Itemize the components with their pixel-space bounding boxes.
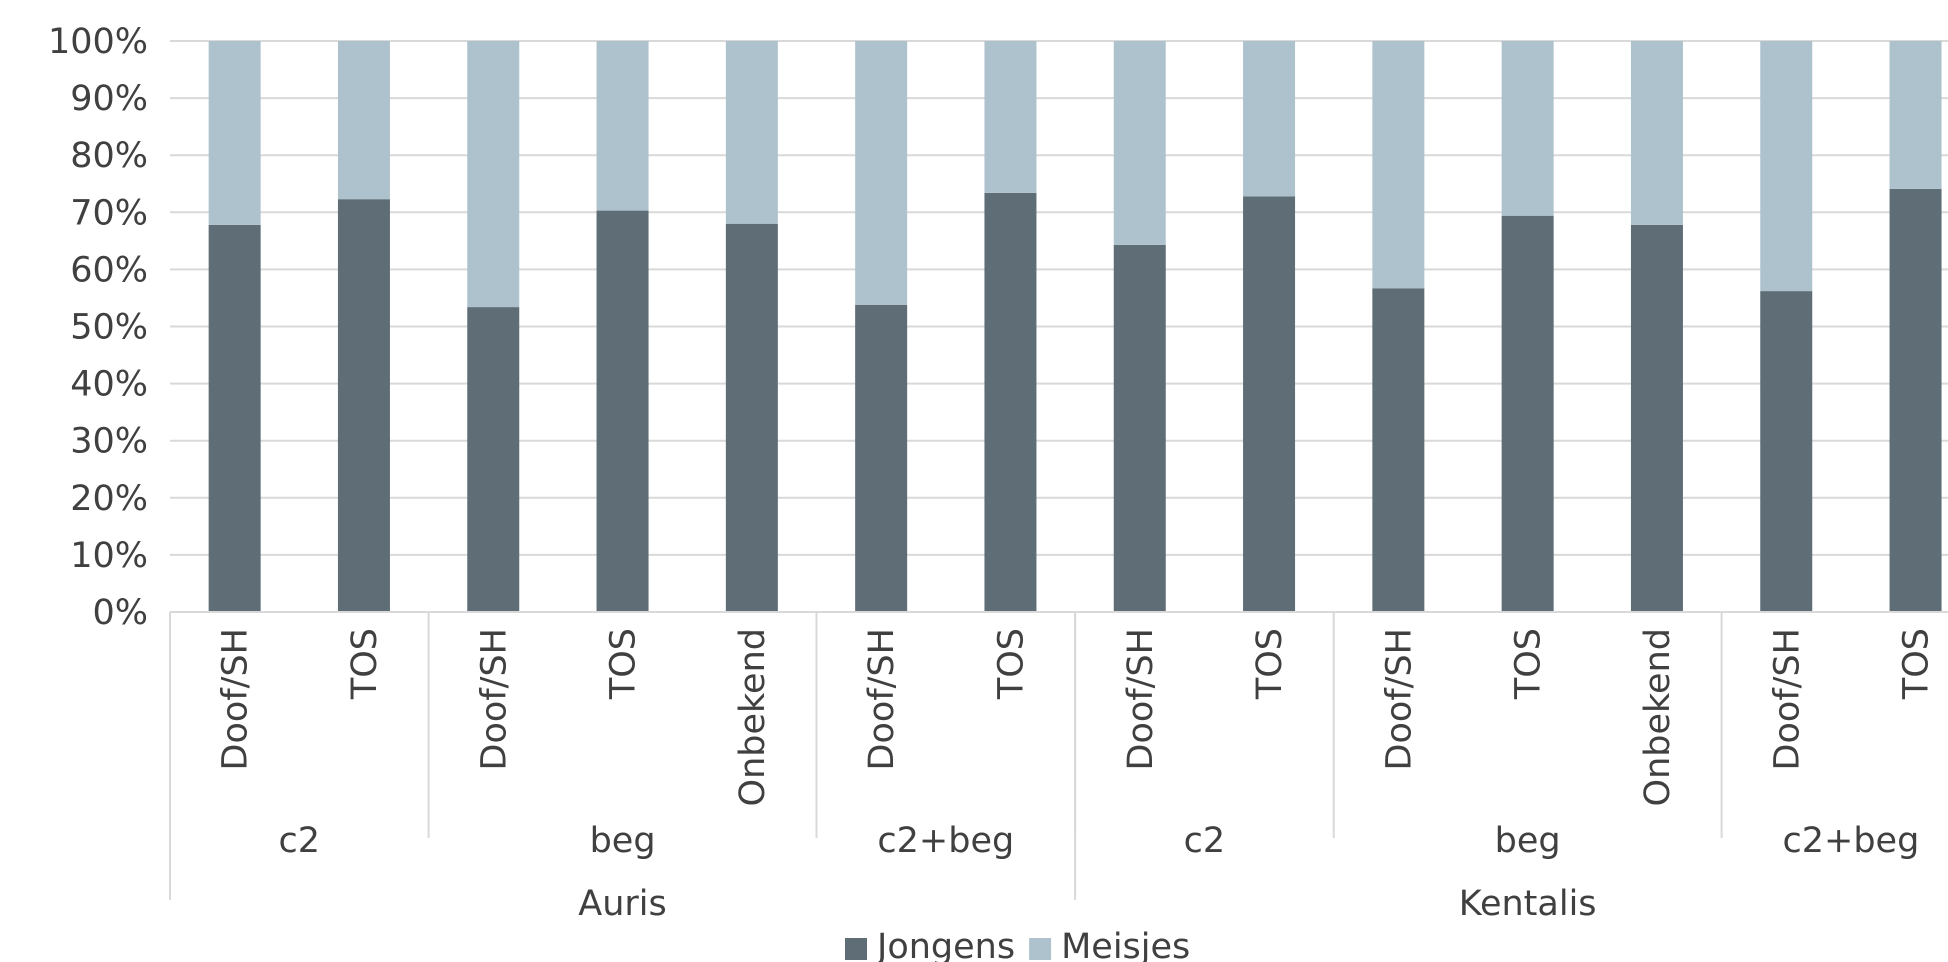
bar-jongens-3 [596, 210, 649, 612]
bar-meisjes-4 [725, 41, 778, 224]
bar-jongens-5 [855, 304, 908, 612]
legend-swatch-jongens [845, 938, 867, 960]
legend: Jongens Meisjes [845, 927, 1190, 962]
y-tick-label: 20% [70, 479, 148, 519]
legend-swatch-meisjes [1029, 938, 1052, 960]
category-label: Doof/SH [474, 628, 514, 770]
bar-meisjes-7 [1113, 41, 1166, 245]
bar-jongens-11 [1630, 224, 1683, 612]
bar-meisjes-3 [596, 41, 649, 211]
legend-label-meisjes: Meisjes [1061, 927, 1190, 962]
y-tick-label: 100% [48, 22, 148, 62]
bar-meisjes-9 [1372, 41, 1425, 289]
bar-jongens-9 [1372, 288, 1425, 612]
bar-jongens-8 [1243, 196, 1296, 612]
category-label: Doof/SH [216, 628, 256, 770]
bar-meisjes-13 [1889, 41, 1942, 189]
y-tick-label: 90% [70, 79, 148, 119]
bar-meisjes-5 [855, 41, 908, 305]
y-tick-label: 50% [70, 308, 148, 348]
bar-jongens-7 [1113, 244, 1166, 613]
y-tick-label: 10% [70, 536, 148, 576]
bar-jongens-6 [984, 192, 1037, 613]
category-label: TOS [991, 628, 1031, 700]
subgroup-label: c2+beg [877, 821, 1014, 861]
category-label: Onbekend [733, 628, 773, 806]
bar-jongens-0 [208, 224, 261, 612]
bar-meisjes-6 [984, 41, 1037, 193]
bar-jongens-1 [337, 199, 390, 613]
bar-jongens-13 [1889, 188, 1942, 612]
category-label: TOS [1509, 628, 1549, 700]
bar-jongens-2 [467, 307, 520, 612]
category-label: Doof/SH [862, 628, 902, 770]
category-label: TOS [604, 628, 644, 700]
y-tick-label: 70% [70, 193, 148, 233]
y-tick-label: 80% [70, 136, 148, 176]
category-label: TOS [1250, 628, 1290, 700]
x-axis-group-labels: Auris Kentalis [578, 884, 1596, 924]
x-axis [169, 611, 1948, 900]
subgroup-label: c2 [279, 821, 321, 861]
y-axis-tick-labels: 0% 10% 20% 30% 40% 50% 60% 70% 80% 90% 100% [48, 22, 148, 633]
x-axis-category-labels: Doof/SH TOS Doof/SH TOS Onbekend Doof/SH TOS Do… [216, 628, 1937, 806]
subgroup-label: c2+beg [1782, 821, 1919, 861]
x-axis-subgroup-labels: c2 beg c2+beg c2 beg c2+beg [279, 821, 1920, 861]
bar-meisjes-12 [1760, 41, 1813, 292]
bar-jongens-4 [725, 223, 778, 612]
bar-jongens-12 [1760, 291, 1813, 612]
bar-meisjes-2 [467, 41, 520, 308]
category-label: TOS [345, 628, 385, 700]
category-label: TOS [1897, 628, 1937, 700]
group-label: Auris [578, 884, 666, 924]
bar-meisjes-10 [1501, 41, 1554, 216]
subgroup-label: beg [1495, 821, 1561, 861]
y-tick-label: 30% [70, 422, 148, 462]
bar-jongens-10 [1501, 215, 1554, 612]
bar-meisjes-0 [208, 41, 261, 225]
subgroup-label: beg [590, 821, 656, 861]
category-label: Doof/SH [1121, 628, 1161, 770]
legend-label-jongens: Jongens [875, 927, 1015, 962]
category-label: Doof/SH [1379, 628, 1419, 770]
category-label: Doof/SH [1767, 628, 1807, 770]
subgroup-label: c2 [1184, 821, 1226, 861]
y-tick-label: 40% [70, 365, 148, 405]
y-tick-label: 60% [70, 250, 148, 290]
bars [208, 41, 1942, 613]
group-label: Kentalis [1459, 884, 1597, 924]
bar-meisjes-8 [1243, 41, 1296, 197]
bar-meisjes-1 [337, 41, 390, 200]
y-tick-label: 0% [92, 593, 148, 633]
category-label: Onbekend [1638, 628, 1678, 806]
bar-meisjes-11 [1630, 41, 1683, 225]
